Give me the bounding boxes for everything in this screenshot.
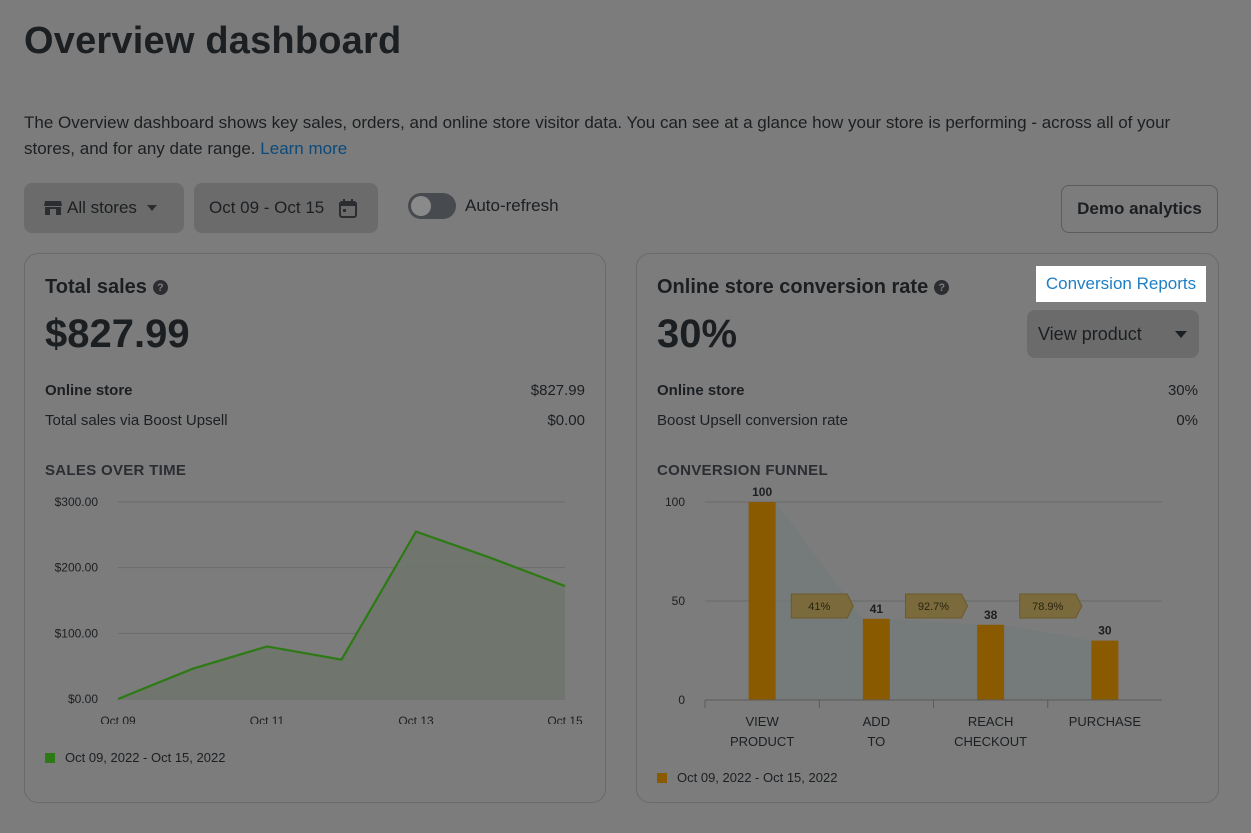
x-category-label: REACH bbox=[968, 714, 1014, 729]
row-value: $827.99 bbox=[530, 382, 585, 399]
conversion-value: 30% bbox=[657, 312, 738, 356]
step-rate-label: 41% bbox=[808, 601, 830, 613]
x-tick-label: Oct 13 bbox=[398, 714, 434, 724]
boost-upsell-conversion-row: Boost Upsell conversion rate 0% bbox=[657, 412, 1198, 429]
sales-over-time-label: SALES OVER TIME bbox=[45, 462, 187, 479]
row-value: $0.00 bbox=[547, 412, 585, 429]
bar-data-label: 38 bbox=[984, 608, 998, 622]
y-tick-label: $100.00 bbox=[55, 626, 99, 640]
legend-label: Oct 09, 2022 - Oct 15, 2022 bbox=[677, 770, 838, 785]
online-store-conversion-row: Online store 30% bbox=[657, 382, 1198, 399]
x-category-label: CHECKOUT bbox=[954, 734, 1027, 749]
sales-legend: Oct 09, 2022 - Oct 15, 2022 bbox=[45, 750, 225, 765]
row-label: Online store bbox=[657, 382, 745, 399]
row-label: Boost Upsell conversion rate bbox=[657, 412, 848, 429]
x-tick-label: Oct 15 bbox=[547, 714, 583, 724]
x-category-label: PURCHASE bbox=[1069, 714, 1142, 729]
funnel-connector bbox=[1004, 624, 1092, 700]
y-tick-label: $0.00 bbox=[68, 692, 98, 706]
sales-line bbox=[117, 530, 566, 701]
step-rate-label: 92.7% bbox=[918, 601, 949, 613]
y-tick-label: $200.00 bbox=[55, 561, 99, 575]
conversion-reports-link[interactable]: Conversion Reports bbox=[1036, 266, 1206, 302]
toggle-knob bbox=[411, 196, 431, 216]
x-category-label: TO bbox=[867, 734, 885, 749]
date-range-value: Oct 09 - Oct 15 bbox=[209, 198, 325, 217]
sales-area bbox=[118, 531, 565, 699]
total-sales-title-text: Total sales bbox=[45, 276, 147, 298]
sales-over-time-chart: $0.00 $100.00 $200.00 $300.00 Oct 09 Oct 11 Oc… bbox=[55, 495, 583, 724]
select-value: View product bbox=[1038, 323, 1142, 344]
funnel-step-select[interactable]: View product bbox=[1027, 310, 1199, 358]
bar-data-label: 100 bbox=[752, 485, 772, 499]
intro-paragraph: The Overview dashboard shows key sales, … bbox=[24, 110, 1224, 162]
auto-refresh-label: Auto-refresh bbox=[465, 196, 559, 215]
auto-refresh-toggle[interactable] bbox=[408, 193, 456, 219]
conversion-rate-card: Online store conversion rate ? 30% View … bbox=[636, 253, 1219, 803]
row-value: 0% bbox=[1176, 412, 1198, 429]
step-rate-label: 78.9% bbox=[1032, 601, 1063, 613]
funnel-bar bbox=[1091, 640, 1119, 700]
conversion-funnel-chart: 050100100VIEWPRODUCT41ADDTOCART38REACHCH… bbox=[665, 485, 1162, 749]
bar-data-label: 41 bbox=[870, 602, 884, 616]
conversion-title: Online store conversion rate ? bbox=[657, 276, 950, 299]
bar-data-label: 30 bbox=[1098, 624, 1112, 638]
intro-text: The Overview dashboard shows key sales, … bbox=[24, 113, 1171, 158]
conversion-funnel-label: CONVERSION FUNNEL bbox=[657, 462, 828, 479]
x-tick-label: Oct 09 bbox=[100, 714, 136, 724]
conversion-title-text: Online store conversion rate bbox=[657, 276, 929, 298]
calendar-icon bbox=[339, 198, 358, 218]
x-category-label: PRODUCT bbox=[730, 734, 794, 749]
boost-upsell-sales-row: Total sales via Boost Upsell $0.00 bbox=[45, 412, 585, 429]
total-sales-title: Total sales ? bbox=[45, 276, 168, 299]
y-tick-label: 0 bbox=[678, 693, 685, 707]
step-rate-callout bbox=[790, 593, 854, 619]
store-icon bbox=[44, 200, 62, 216]
funnel-bar bbox=[977, 624, 1005, 700]
funnel-connector bbox=[889, 618, 978, 700]
y-tick-label: $300.00 bbox=[55, 495, 99, 509]
row-label: Online store bbox=[45, 382, 133, 399]
caret-down-icon bbox=[146, 205, 157, 211]
online-store-sales-row: Online store $827.99 bbox=[45, 382, 585, 399]
date-range-picker[interactable]: Oct 09 - Oct 15 bbox=[194, 183, 378, 233]
funnel-legend: Oct 09, 2022 - Oct 15, 2022 bbox=[657, 770, 837, 785]
y-tick-label: 50 bbox=[672, 594, 686, 608]
legend-swatch bbox=[657, 772, 667, 783]
funnel-bar bbox=[862, 618, 890, 700]
stores-dropdown[interactable]: All stores bbox=[24, 183, 184, 233]
learn-more-link[interactable]: Learn more bbox=[260, 139, 348, 158]
funnel-bar bbox=[748, 502, 776, 700]
x-category-label: ADD bbox=[863, 714, 890, 729]
page-title: Overview dashboard bbox=[24, 20, 402, 62]
legend-label: Oct 09, 2022 - Oct 15, 2022 bbox=[65, 750, 226, 765]
total-sales-value: $827.99 bbox=[45, 312, 190, 356]
row-label: Total sales via Boost Upsell bbox=[45, 412, 228, 429]
row-value: 30% bbox=[1167, 382, 1198, 399]
stores-label: All stores bbox=[67, 198, 137, 217]
help-icon[interactable]: ? bbox=[934, 280, 950, 295]
step-rate-callout bbox=[905, 593, 969, 619]
step-rate-callout bbox=[1019, 593, 1083, 619]
y-tick-label: 100 bbox=[665, 495, 685, 509]
total-sales-card: Total sales ? $827.99 Online store $827.… bbox=[24, 253, 606, 803]
caret-down-icon bbox=[1175, 331, 1187, 338]
x-category-label: VIEW bbox=[746, 714, 780, 729]
help-icon[interactable]: ? bbox=[152, 280, 168, 295]
demo-analytics-button[interactable]: Demo analytics bbox=[1061, 185, 1218, 233]
legend-swatch bbox=[45, 752, 55, 763]
x-tick-label: Oct 11 bbox=[250, 714, 285, 724]
